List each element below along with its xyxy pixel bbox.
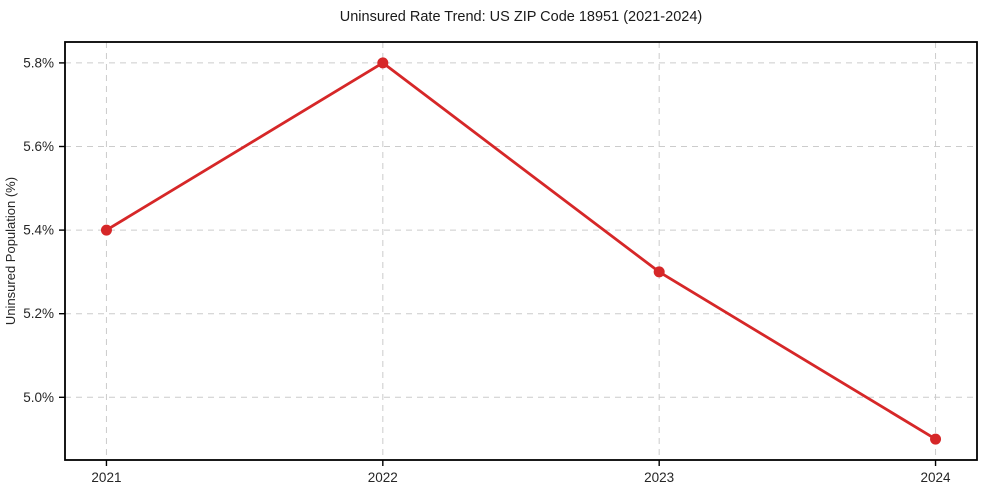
grid-layer: [65, 42, 977, 460]
y-tick-label: 5.0%: [23, 390, 54, 405]
x-tick-label: 2022: [368, 470, 398, 485]
data-point-marker: [930, 433, 942, 445]
x-tick-label: 2021: [91, 470, 121, 485]
y-tick-label: 5.2%: [23, 306, 54, 321]
y-tick-label: 5.8%: [23, 55, 54, 70]
y-tick-label: 5.6%: [23, 139, 54, 154]
trend-line: [105, 61, 937, 441]
tick-layer: 5.0% 5.2% 5.4% 5.6% 5.8% 2021 2022 2023 2024: [23, 55, 951, 485]
series-layer: [100, 57, 942, 445]
data-point-marker: [653, 266, 665, 278]
y-axis-label: Uninsured Population (%): [3, 177, 18, 325]
y-tick-label: 5.4%: [23, 223, 54, 238]
plot-frame: [64, 41, 978, 461]
data-point-marker: [100, 224, 112, 236]
chart-title: Uninsured Rate Trend: US ZIP Code 18951 …: [340, 9, 702, 25]
x-tick-label: 2024: [921, 470, 952, 485]
data-point-marker: [377, 57, 389, 69]
x-tick-label: 2023: [644, 470, 674, 485]
